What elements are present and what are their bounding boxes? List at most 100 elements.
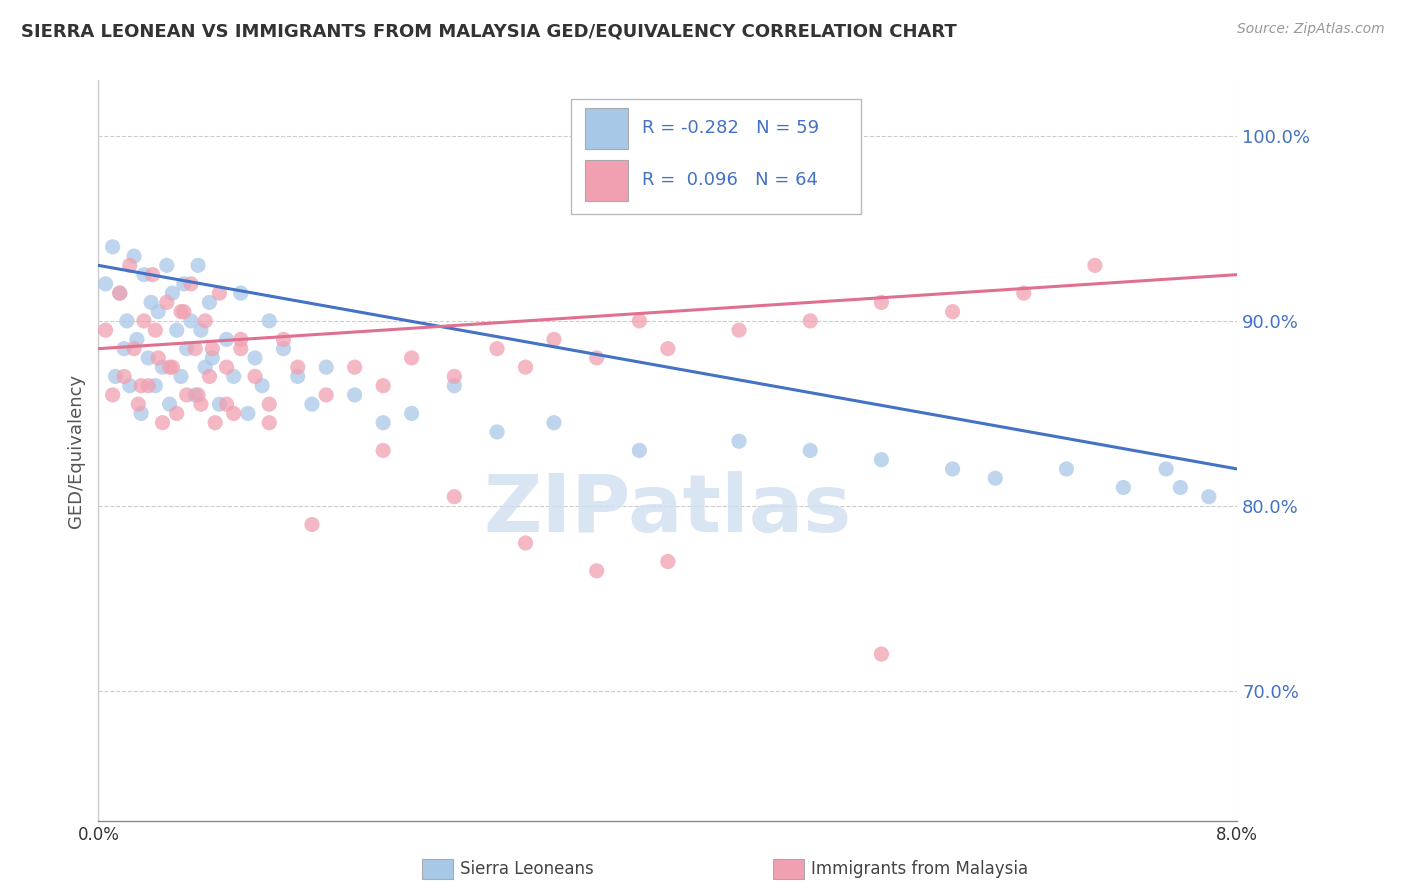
Point (198, 369, 221, 384)
Point (141, 268, 163, 282)
Point (222, 369, 245, 384)
Point (104, 369, 127, 384)
Point (287, 360, 309, 375)
Point (118, 378, 141, 392)
Point (101, 388, 124, 402)
Point (301, 397, 323, 411)
Point (486, 342, 509, 356)
Point (94, 323, 117, 337)
Point (401, 351, 423, 365)
Point (1012, 286, 1035, 301)
Text: SIERRA LEONEAN VS IMMIGRANTS FROM MALAYSIA GED/EQUIVALENCY CORRELATION CHART: SIERRA LEONEAN VS IMMIGRANTS FROM MALAYS… (21, 22, 957, 40)
Point (585, 564, 607, 578)
Point (180, 314, 202, 328)
Point (176, 388, 198, 402)
Point (515, 536, 537, 550)
Point (156, 295, 179, 310)
Point (194, 314, 217, 328)
Point (628, 314, 651, 328)
Point (371, 443, 394, 458)
Point (132, 314, 155, 328)
Point (125, 333, 148, 347)
Point (728, 323, 751, 337)
Point (208, 397, 231, 411)
Point (870, 452, 893, 467)
Point (243, 351, 266, 365)
Point (315, 388, 337, 402)
Point (166, 323, 188, 337)
Point (728, 434, 751, 449)
Point (108, 286, 131, 301)
Point (259, 397, 281, 411)
Point (94, 277, 117, 291)
Point (942, 304, 965, 318)
Point (122, 342, 145, 356)
Point (222, 407, 245, 421)
Point (585, 351, 607, 365)
Point (112, 369, 135, 384)
Point (173, 277, 195, 291)
Point (136, 351, 159, 365)
Point (132, 268, 155, 282)
Point (515, 360, 537, 375)
Point (145, 323, 167, 337)
Point (229, 342, 252, 356)
Point (184, 388, 207, 402)
Point (204, 416, 226, 430)
Point (870, 647, 893, 661)
Point (148, 304, 170, 318)
Point (112, 342, 135, 356)
Text: Immigrants from Malaysia: Immigrants from Malaysia (811, 860, 1028, 878)
Point (1084, 259, 1107, 273)
Point (187, 259, 209, 273)
Point (156, 259, 179, 273)
Point (201, 351, 224, 365)
Point (870, 295, 893, 310)
Point (343, 360, 366, 375)
Point (152, 360, 174, 375)
Point (259, 416, 281, 430)
Point (443, 369, 465, 384)
Point (657, 342, 679, 356)
Y-axis label: GED/Equivalency: GED/Equivalency (66, 374, 84, 527)
Point (443, 490, 465, 504)
Point (101, 240, 124, 254)
Point (799, 314, 821, 328)
Point (198, 295, 221, 310)
Point (628, 443, 651, 458)
Point (194, 360, 217, 375)
Point (173, 304, 195, 318)
Text: R =  0.096   N = 64: R = 0.096 N = 64 (641, 171, 818, 189)
Point (201, 342, 224, 356)
Point (942, 462, 965, 476)
Point (315, 360, 337, 375)
Point (162, 360, 184, 375)
Point (273, 333, 295, 347)
Point (301, 517, 323, 532)
Point (371, 378, 394, 392)
Point (176, 342, 198, 356)
Point (1170, 481, 1192, 495)
Point (127, 397, 149, 411)
Point (543, 416, 565, 430)
Text: ZIPatlas: ZIPatlas (484, 471, 852, 549)
FancyBboxPatch shape (585, 161, 628, 201)
Point (401, 407, 423, 421)
Point (170, 304, 193, 318)
Text: Sierra Leoneans: Sierra Leoneans (460, 860, 593, 878)
Point (129, 378, 152, 392)
Point (108, 286, 131, 301)
Point (215, 333, 238, 347)
Point (215, 397, 238, 411)
Point (190, 397, 212, 411)
Point (486, 425, 509, 439)
Point (166, 407, 188, 421)
Point (115, 314, 138, 328)
Point (229, 286, 252, 301)
Point (122, 249, 145, 263)
Point (250, 378, 273, 392)
Point (215, 360, 238, 375)
Point (159, 397, 181, 411)
Point (243, 369, 266, 384)
Point (1112, 481, 1135, 495)
